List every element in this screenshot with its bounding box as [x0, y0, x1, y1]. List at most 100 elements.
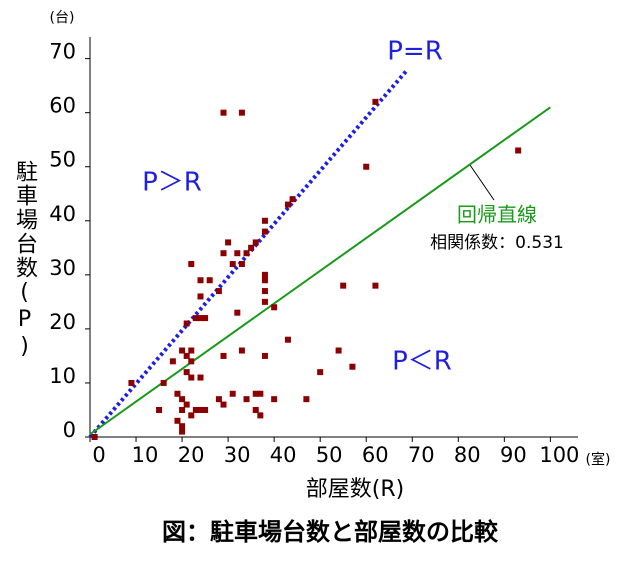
point: [349, 363, 356, 370]
x-tick-label: 20: [178, 443, 205, 467]
point: [252, 406, 259, 413]
point: [197, 315, 204, 322]
point: [220, 250, 227, 257]
annotation: P＜R: [392, 347, 452, 377]
point: [156, 406, 163, 413]
point: [188, 412, 195, 419]
point: [261, 288, 268, 295]
point: [515, 147, 522, 154]
x-tick-label: 0: [92, 443, 105, 467]
point: [238, 109, 245, 116]
point: [335, 347, 342, 354]
point: [340, 282, 347, 289]
point: [261, 298, 268, 305]
point: [261, 217, 268, 224]
point: [192, 406, 199, 413]
y-tick-label: 20: [49, 310, 76, 334]
point: [174, 417, 181, 424]
y-unit: (台): [50, 10, 75, 26]
point: [220, 352, 227, 359]
point: [215, 396, 222, 403]
point: [363, 163, 370, 170]
point: [206, 277, 213, 284]
y-tick-label: 70: [49, 40, 76, 64]
leader-line: [469, 164, 495, 201]
point: [372, 98, 379, 105]
point: [252, 239, 259, 246]
x-axis-title: 部屋数(R): [306, 477, 404, 502]
point: [179, 428, 186, 435]
point: [179, 423, 186, 430]
caption: 図：駐車場台数と部屋数の比較: [162, 518, 499, 546]
point: [271, 396, 278, 403]
annotation: P＞R: [142, 168, 202, 198]
point: [128, 379, 135, 386]
x-tick-label: 30: [224, 443, 251, 467]
point: [284, 201, 291, 208]
annotation: P=R: [387, 37, 443, 67]
point: [179, 347, 186, 354]
point: [303, 396, 310, 403]
y-tick-label: 30: [49, 256, 76, 280]
point: [179, 406, 186, 413]
point: [188, 261, 195, 268]
point: [179, 396, 186, 403]
y-axis-title: 駐車場台数(P): [12, 160, 38, 361]
x-tick-label: 90: [500, 443, 527, 467]
point: [252, 390, 259, 397]
point: [229, 261, 236, 268]
point: [238, 347, 245, 354]
point: [183, 352, 190, 359]
point: [243, 396, 250, 403]
point: [91, 434, 98, 440]
point: [317, 369, 324, 376]
x-tick-label: 100: [539, 443, 579, 467]
point: [197, 293, 204, 300]
point: [257, 390, 264, 397]
point: [248, 244, 255, 251]
x-tick-label: 70: [408, 443, 435, 467]
point: [243, 250, 250, 257]
point: [183, 320, 190, 327]
annotation: 相関係数：0.531: [430, 233, 564, 253]
point: [220, 401, 227, 408]
point: [261, 352, 268, 359]
point: [261, 228, 268, 235]
point: [215, 288, 222, 295]
point: [238, 261, 245, 268]
point: [188, 374, 195, 381]
x-tick-label: 10: [132, 443, 159, 467]
trend-line: [89, 106, 551, 436]
point: [220, 109, 227, 116]
point: [271, 304, 278, 311]
annotation: 回帰直線: [457, 203, 537, 227]
x-tick-label: 40: [270, 443, 297, 467]
point: [183, 401, 190, 408]
point: [261, 277, 268, 284]
point: [197, 374, 204, 381]
y-tick-label: 0: [63, 418, 76, 442]
y-tick-label: 60: [49, 94, 76, 118]
point: [372, 282, 379, 289]
point: [169, 358, 176, 365]
x-tick-label: 50: [316, 443, 343, 467]
y-tick-label: 40: [49, 202, 76, 226]
point: [225, 239, 232, 246]
y-tick-label: 10: [49, 364, 76, 388]
point: [160, 379, 167, 386]
point: [261, 271, 268, 278]
point: [197, 277, 204, 284]
point: [192, 315, 199, 322]
point: [234, 309, 241, 316]
point: [188, 347, 195, 354]
y-tick-label: 50: [49, 148, 76, 172]
x-unit: (室): [586, 451, 611, 468]
point: [183, 369, 190, 376]
point: [174, 390, 181, 397]
point: [257, 412, 264, 419]
x-tick-label: 80: [454, 443, 481, 467]
point: [234, 250, 241, 257]
point: [197, 406, 204, 413]
point: [188, 358, 195, 365]
point: [202, 406, 209, 413]
